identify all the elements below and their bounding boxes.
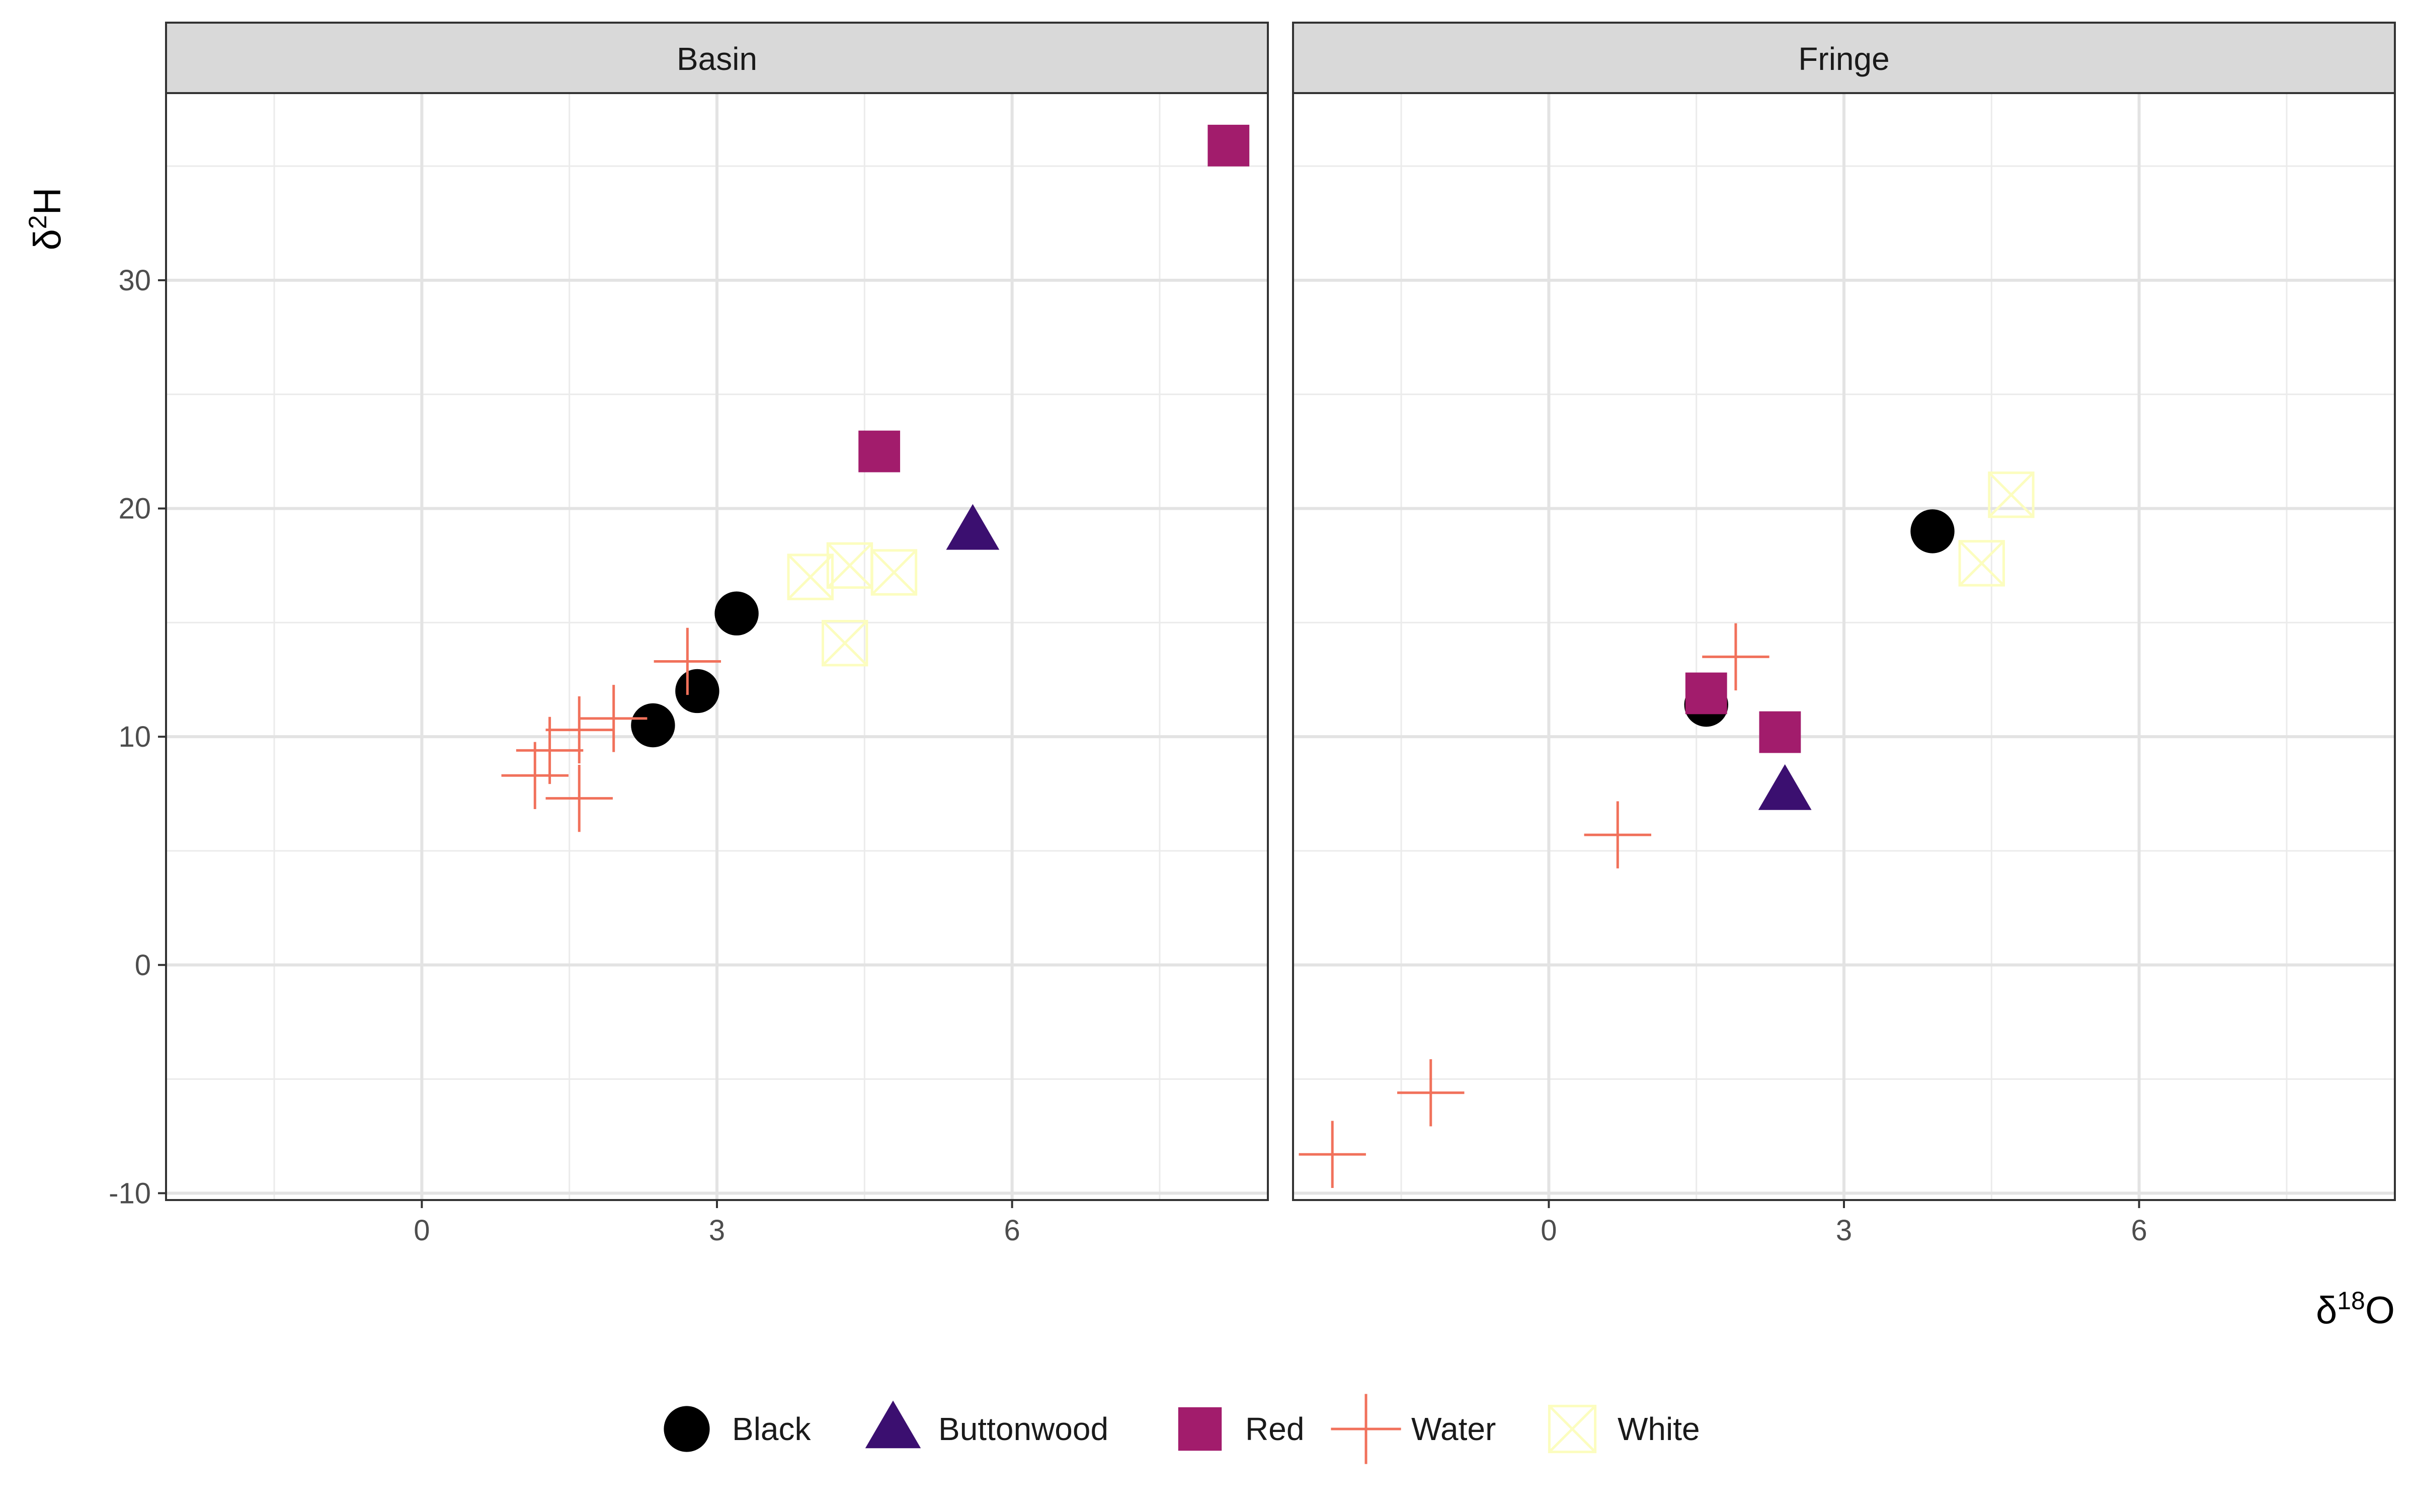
data-point-white-basin-3 [870, 549, 918, 596]
data-point-buttonwood-basin-0 [946, 504, 1000, 550]
y-tick-label: 10 [118, 721, 151, 753]
legend-key-black [664, 1406, 710, 1452]
data-point-water-fringe-3 [1702, 623, 1769, 691]
facet-strip-label: Fringe [1798, 41, 1889, 77]
x-tick-label: 6 [1004, 1214, 1020, 1247]
data-point-red-fringe-1 [1759, 711, 1801, 753]
legend-item-white: White [1548, 1404, 1700, 1454]
legend-label: Red [1245, 1411, 1304, 1447]
data-point-buttonwood-fringe-0 [1758, 764, 1812, 810]
x-tick-label: 3 [709, 1214, 725, 1247]
legend: Black Buttonwood Red Water White [664, 1394, 1700, 1464]
legend-label: Buttonwood [938, 1411, 1108, 1447]
x-axis-title: δ18O [2316, 1287, 2395, 1332]
data-point-white-fringe-0 [1958, 540, 2005, 587]
data-point-white-basin-1 [821, 619, 868, 667]
data-point-black-fringe-1 [1910, 509, 1955, 553]
data-point-white-fringe-1 [1988, 471, 2035, 518]
legend-label: Black [732, 1411, 812, 1447]
legend-item-buttonwood: Buttonwood [865, 1400, 1108, 1449]
x-tick-label: 6 [2131, 1214, 2147, 1247]
y-tick-label: 20 [118, 493, 151, 525]
y-tick-label: 0 [135, 949, 151, 982]
legend-label: Water [1411, 1411, 1496, 1447]
data-point-water-fringe-2 [1584, 801, 1651, 868]
legend-key-water [1331, 1394, 1401, 1464]
data-point-black-basin-0 [631, 703, 675, 748]
y-tick-label: -10 [109, 1177, 151, 1210]
facet-strip-label: Basin [677, 41, 757, 77]
data-point-water-fringe-0 [1299, 1121, 1366, 1188]
facet-panel-fringe: Fringe 0 3 6 [1292, 22, 2396, 1247]
y-axis-title: δ2H [24, 187, 69, 250]
x-tick-label: 3 [1836, 1214, 1852, 1247]
legend-item-black: Black [664, 1406, 812, 1452]
facet-strip [165, 22, 1269, 94]
data-point-red-basin-1 [1208, 124, 1250, 167]
x-tick-label: 0 [1541, 1214, 1557, 1247]
data-point-water-basin-3 [545, 696, 613, 764]
data-point-black-basin-2 [714, 591, 759, 635]
legend-item-water: Water [1331, 1394, 1496, 1464]
legend-key-white [1548, 1404, 1597, 1454]
data-point-red-fringe-0 [1685, 672, 1727, 714]
facet-panel-basin: Basin 0 3 6 -10 0 10 20 30 [109, 22, 1269, 1247]
legend-item-red: Red [1178, 1407, 1304, 1451]
data-point-water-basin-1 [516, 717, 584, 784]
data-point-water-basin-0 [501, 742, 569, 809]
x-tick-label: 0 [414, 1214, 430, 1247]
y-tick-label: 30 [118, 264, 151, 297]
legend-key-buttonwood [865, 1400, 921, 1449]
data-point-water-basin-5 [654, 627, 721, 695]
data-point-black-basin-1 [675, 669, 719, 713]
data-point-water-basin-2 [545, 764, 613, 832]
data-point-white-basin-0 [787, 553, 834, 600]
data-point-water-fringe-1 [1397, 1059, 1465, 1127]
data-point-red-basin-0 [858, 430, 901, 472]
data-point-water-basin-4 [580, 685, 648, 752]
legend-key-red [1178, 1407, 1222, 1451]
legend-label: White [1618, 1411, 1700, 1447]
